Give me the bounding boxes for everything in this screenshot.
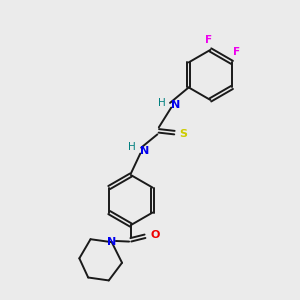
Text: N: N — [140, 146, 149, 156]
Text: N: N — [171, 100, 181, 110]
Text: S: S — [179, 129, 188, 139]
Text: F: F — [205, 35, 212, 45]
Text: N: N — [107, 237, 116, 247]
Text: H: H — [128, 142, 135, 152]
Text: F: F — [233, 47, 241, 57]
Text: O: O — [150, 230, 160, 239]
Text: H: H — [158, 98, 166, 108]
